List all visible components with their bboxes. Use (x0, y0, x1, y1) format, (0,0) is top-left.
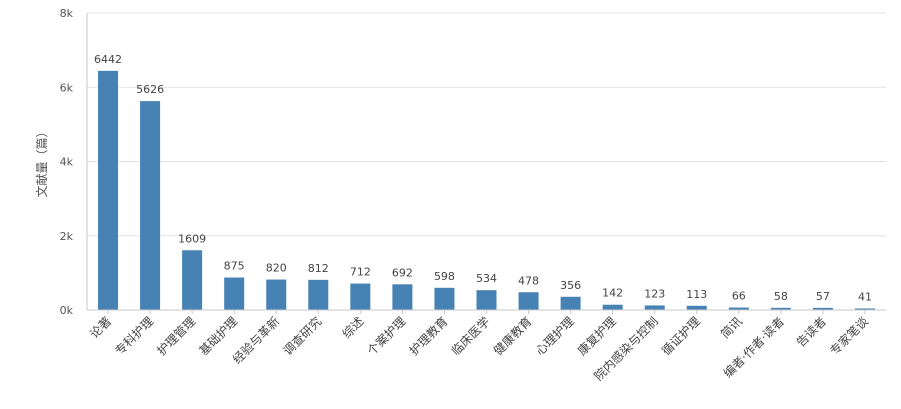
x-tick-label: 临床医学 (448, 314, 493, 359)
x-tick-label: 护理教育 (406, 314, 451, 359)
bar (98, 70, 119, 310)
data-label: 712 (350, 266, 371, 279)
y-tick-label: 8k (60, 7, 74, 20)
x-tick-label: 健康教育 (490, 314, 535, 359)
bar (518, 292, 539, 310)
x-tick-label: 简讯 (718, 314, 745, 341)
bar (770, 307, 791, 310)
data-label: 534 (476, 272, 497, 285)
bar (224, 277, 245, 310)
bar (602, 304, 623, 310)
data-label: 41 (858, 290, 872, 303)
data-label: 356 (560, 279, 581, 292)
bars (98, 70, 875, 310)
data-label: 57 (816, 290, 830, 303)
bar (182, 250, 203, 310)
y-axis: 0k 2k 4k 6k 8k (60, 7, 88, 317)
bar (266, 279, 287, 310)
x-tick-label: 论著 (87, 314, 114, 341)
data-label: 6442 (94, 53, 122, 66)
bar (434, 287, 455, 310)
y-tick-label: 4k (60, 156, 74, 169)
data-label: 598 (434, 270, 455, 283)
data-label: 1609 (178, 232, 206, 245)
bar (686, 305, 707, 310)
y-tick-label: 6k (60, 81, 74, 94)
bar (854, 308, 875, 310)
y-tick-label: 2k (60, 230, 74, 243)
x-tick-label: 护理管理 (154, 314, 199, 359)
x-tick-label: 心理护理 (533, 314, 577, 358)
y-axis-title: 文献量（篇） (34, 125, 49, 197)
x-tick-label: 基础护理 (196, 314, 240, 358)
x-tick-label: 专科护理 (112, 314, 157, 359)
data-label: 58 (774, 290, 788, 303)
data-label: 123 (644, 287, 665, 300)
data-label: 113 (686, 288, 707, 301)
bar (560, 296, 581, 310)
bar (140, 101, 161, 310)
bar (476, 290, 497, 310)
data-label: 692 (392, 266, 413, 279)
x-tick-label: 循证护理 (659, 314, 703, 358)
bar (644, 305, 665, 310)
bar (728, 307, 749, 310)
data-label: 5626 (136, 83, 164, 96)
data-label: 812 (308, 262, 329, 275)
bar (392, 284, 413, 310)
bar (308, 279, 329, 310)
value-labels: 6442 5626 1609 875 820 812 712 692 598 534 478 356 1… (94, 53, 872, 304)
data-label: 875 (224, 260, 245, 273)
x-tick-label: 调查研究 (280, 314, 325, 359)
bar (812, 307, 833, 310)
data-label: 142 (602, 287, 623, 300)
x-tick-label: 专家笔谈 (827, 314, 872, 359)
x-tick-label: 康复护理 (574, 314, 619, 359)
bar (350, 283, 371, 310)
data-label: 66 (732, 290, 746, 303)
y-tick-label: 0k (60, 304, 74, 317)
data-label: 820 (266, 262, 287, 275)
x-tick-label: 综述 (340, 314, 367, 341)
grid-lines (87, 12, 886, 311)
data-label: 478 (518, 274, 539, 287)
x-tick-label: 个案护理 (364, 314, 409, 359)
x-tick-label: 告读者 (794, 314, 829, 349)
